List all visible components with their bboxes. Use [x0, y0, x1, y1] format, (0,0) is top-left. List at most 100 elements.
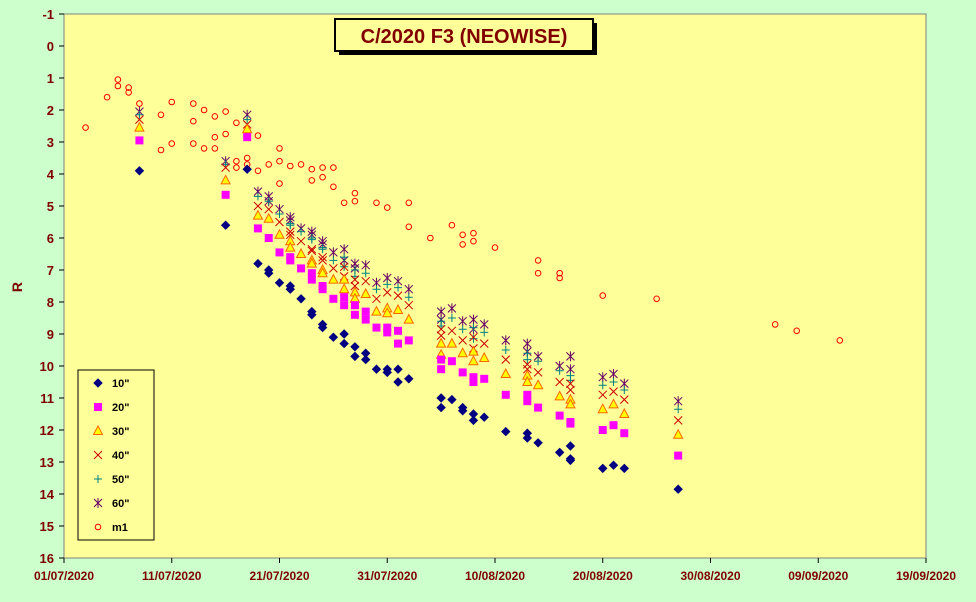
y-tick-label: 9 [47, 327, 54, 342]
data-point [534, 403, 543, 412]
data-point [479, 412, 489, 422]
y-tick-label: 12 [40, 423, 54, 438]
data-point [447, 326, 457, 336]
data-point [373, 199, 380, 207]
y-tick-label: 13 [40, 455, 54, 470]
data-point [339, 244, 349, 255]
legend-marker [93, 498, 103, 508]
y-tick-label: 6 [47, 231, 54, 246]
data-point [609, 369, 618, 379]
data-point [253, 201, 263, 211]
data-point [371, 305, 382, 316]
data-point [274, 228, 285, 239]
data-point [330, 164, 337, 171]
data-point [383, 280, 392, 289]
data-point [479, 339, 489, 348]
data-point [566, 385, 575, 395]
data-point [479, 319, 489, 330]
data-point [427, 234, 434, 242]
data-point [501, 355, 511, 364]
data-point [382, 288, 392, 297]
y-tick-label: 8 [47, 295, 54, 310]
data-point [190, 117, 197, 125]
y-tick-label: 11 [40, 391, 54, 406]
data-point [243, 154, 251, 162]
series-plus [135, 110, 683, 414]
data-point [469, 323, 478, 332]
data-point [233, 157, 240, 165]
data-point [458, 368, 467, 377]
data-point [383, 204, 391, 211]
x-tick-label: 01/07/2020 [34, 569, 94, 583]
data-point [317, 267, 328, 278]
data-point [360, 354, 371, 365]
data-point [220, 174, 231, 185]
data-point [285, 284, 295, 294]
data-point [284, 241, 296, 252]
data-point [361, 276, 371, 286]
data-point [372, 285, 381, 294]
data-point [254, 167, 262, 175]
chart-title-box: C/2020 F3 (NEOWISE) [334, 18, 597, 55]
legend-label: 40" [112, 450, 129, 462]
data-point [436, 324, 446, 334]
data-point [836, 337, 844, 344]
data-point [254, 132, 262, 139]
legend-marker [94, 523, 102, 531]
data-point [609, 378, 618, 386]
data-point [275, 217, 284, 227]
data-point [285, 230, 295, 240]
data-point [318, 256, 327, 265]
data-point [243, 115, 252, 124]
data-point [307, 235, 316, 244]
data-point [243, 133, 252, 142]
data-point [361, 315, 370, 324]
data-point [470, 229, 477, 237]
data-point [233, 164, 240, 171]
x-tick-label: 11/07/2020 [142, 569, 202, 583]
data-point [620, 429, 629, 438]
data-point [297, 227, 306, 236]
data-point [480, 374, 489, 383]
data-point [328, 273, 339, 284]
data-point [114, 76, 122, 83]
data-point [436, 393, 446, 403]
data-point [393, 364, 403, 374]
data-point [598, 372, 608, 383]
data-point [361, 260, 371, 271]
data-point [306, 257, 318, 268]
data-point [360, 287, 372, 298]
data-point [436, 402, 446, 413]
data-point [221, 190, 230, 199]
data-point [168, 140, 176, 147]
data-point [405, 199, 413, 207]
data-point [252, 209, 264, 220]
data-point [469, 332, 478, 342]
data-point [447, 357, 456, 366]
data-point [276, 180, 283, 187]
legend-items: 10" 20" 30" 40" 50" 60" m1 [92, 378, 129, 534]
data-point [534, 257, 542, 264]
data-point [329, 247, 338, 258]
data-point [608, 460, 619, 470]
data-point [135, 136, 144, 145]
legend-label: 50" [112, 474, 129, 486]
data-point [491, 244, 499, 251]
data-point [338, 283, 350, 294]
data-point [447, 314, 456, 322]
data-point [522, 433, 533, 443]
data-point [382, 367, 392, 378]
data-point [598, 463, 608, 474]
data-point [501, 346, 510, 354]
data-point [329, 294, 338, 303]
data-point [501, 390, 510, 399]
data-point [340, 301, 349, 310]
data-point [523, 355, 532, 364]
data-point [597, 403, 609, 414]
data-point [308, 165, 316, 173]
data-point [501, 426, 511, 437]
data-point [555, 366, 564, 375]
data-point [478, 351, 490, 362]
